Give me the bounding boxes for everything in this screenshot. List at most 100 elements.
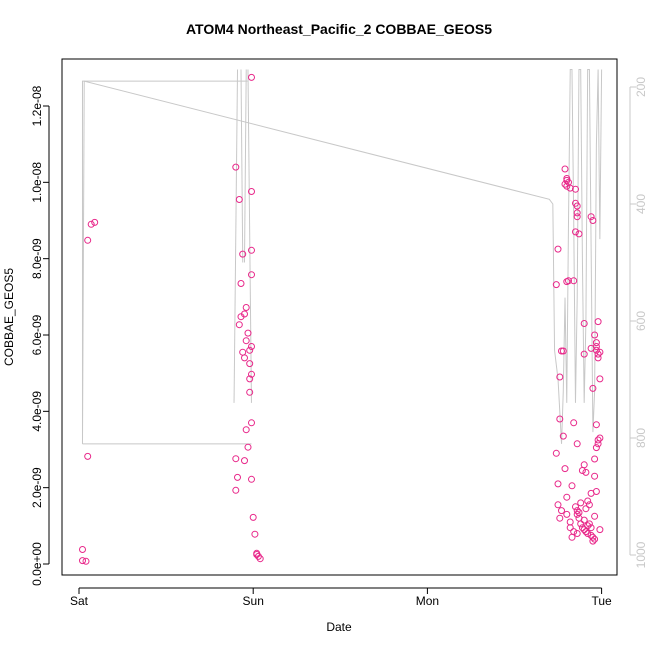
data-point: [584, 530, 592, 537]
data-point: [563, 493, 571, 501]
data-point: [591, 455, 599, 463]
data-point: [554, 501, 562, 509]
data-point: [577, 499, 585, 507]
data-point: [79, 557, 86, 565]
y-tick-label: 8.0e-09: [30, 238, 44, 279]
data-point: [82, 557, 90, 565]
x-tick-label: Sun: [243, 594, 264, 608]
data-point: [237, 313, 245, 321]
data-point: [91, 218, 99, 226]
data-point: [582, 505, 590, 513]
x-axis: Sat Sun Mon Tue: [70, 587, 612, 608]
data-point: [248, 271, 255, 279]
y2-tick-label: 1000: [634, 541, 648, 568]
data-point: [580, 516, 588, 524]
y-tick-label: 0.0e+00: [30, 542, 44, 586]
data-point: [589, 533, 597, 541]
data-point: [592, 339, 600, 347]
data-point: [239, 250, 247, 258]
data-point: [79, 546, 86, 553]
data-point: [584, 497, 592, 505]
data-point: [566, 184, 574, 192]
data-point: [572, 228, 579, 236]
data-point: [232, 455, 240, 463]
y-tick-label: 6.0e-09: [30, 314, 44, 355]
data-point: [591, 535, 599, 543]
data-point: [563, 278, 571, 286]
y-tick-label: 4.0e-09: [30, 391, 44, 432]
data-point: [573, 213, 581, 221]
data-point: [573, 202, 581, 210]
data-point: [246, 388, 254, 396]
data-point: [587, 524, 595, 532]
data-point: [570, 277, 578, 285]
data-point: [589, 384, 597, 392]
data-point: [235, 196, 243, 203]
data-point: [592, 444, 600, 452]
y-axis-label: COBBAE_GEOS5: [2, 268, 16, 366]
data-point: [592, 421, 600, 429]
y-tick-label: 1.0e-08: [30, 162, 44, 203]
data-point: [575, 230, 583, 238]
data-point: [242, 337, 250, 345]
y-tick-label: 2.0e-09: [30, 467, 44, 508]
data-point: [84, 236, 92, 244]
data-point: [580, 350, 588, 358]
data-point: [241, 354, 248, 362]
data-point: [591, 512, 599, 520]
data-point: [568, 533, 576, 541]
data-point: [559, 432, 567, 440]
data-point: [596, 526, 604, 534]
data-point: [594, 440, 602, 448]
data-point: [554, 245, 562, 253]
data-point: [580, 320, 588, 327]
data-point: [248, 246, 255, 254]
data-point: [552, 281, 560, 289]
data-point: [573, 507, 581, 515]
data-point: [561, 465, 569, 473]
data-point: [253, 549, 261, 557]
pressure-spike: [233, 69, 239, 403]
data-point: [235, 321, 243, 329]
data-point: [594, 436, 602, 444]
data-point: [596, 375, 604, 383]
data-point: [559, 347, 567, 355]
data-point: [563, 510, 571, 518]
data-point: [248, 73, 255, 81]
data-point: [246, 375, 254, 383]
data-point: [582, 468, 590, 476]
x-axis-label: Date: [326, 620, 352, 634]
data-point: [246, 360, 254, 368]
data-point: [561, 165, 569, 173]
y2-tick-label: 400: [634, 194, 648, 214]
data-point: [563, 182, 571, 190]
data-point: [591, 331, 599, 339]
data-point: [589, 217, 597, 224]
data-point: [242, 426, 250, 434]
data-point: [577, 520, 585, 528]
data-point: [234, 473, 241, 481]
data-point: [578, 467, 586, 474]
data-point: [232, 163, 240, 171]
x-tick-label: Mon: [416, 594, 439, 608]
data-point: [592, 343, 600, 350]
data-point: [244, 443, 252, 451]
data-point: [256, 555, 264, 563]
pressure-spike: [240, 69, 244, 263]
data-point: [592, 346, 600, 354]
data-point: [589, 537, 597, 545]
data-point: [591, 472, 599, 480]
data-point: [573, 209, 581, 217]
data-point: [587, 213, 595, 221]
data-point: [558, 507, 565, 515]
data-point: [587, 489, 595, 497]
data-point: [556, 373, 564, 381]
data-point: [572, 185, 579, 193]
data-points: [79, 73, 604, 565]
data-point: [596, 348, 604, 356]
data-point: [566, 524, 574, 532]
data-point: [552, 449, 560, 457]
secondary-y-axis: 200 400 600 800 1000: [629, 77, 648, 568]
